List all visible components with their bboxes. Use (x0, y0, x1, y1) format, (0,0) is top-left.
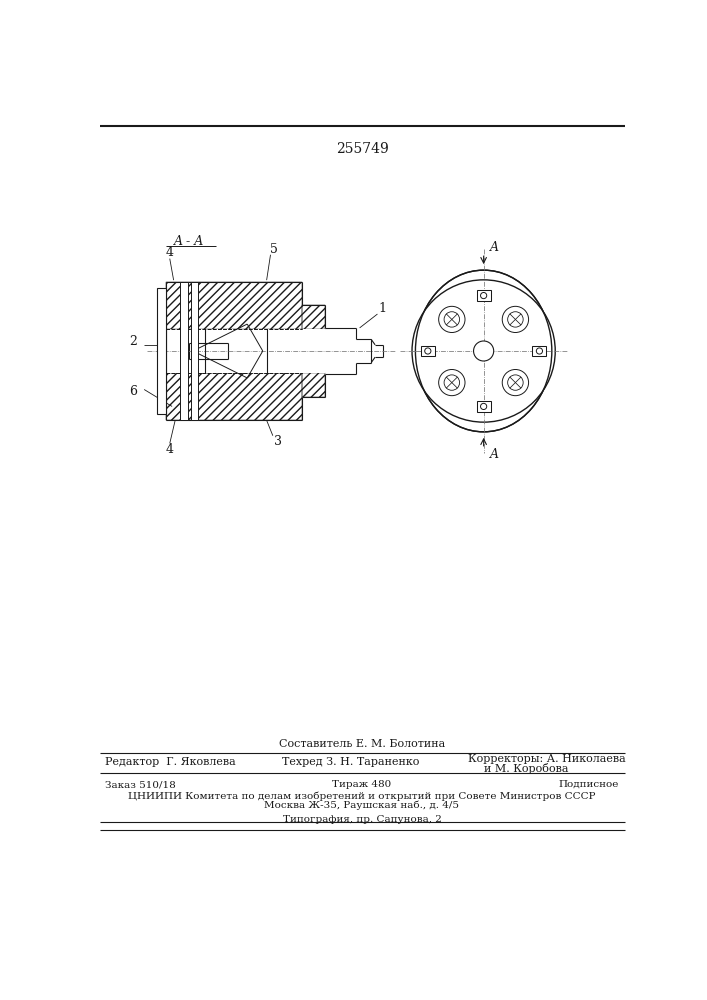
Circle shape (425, 348, 431, 354)
Circle shape (444, 375, 460, 390)
Text: Корректоры: А. Николаева: Корректоры: А. Николаева (468, 754, 626, 764)
Circle shape (537, 348, 542, 354)
Text: 1: 1 (379, 302, 387, 315)
Circle shape (438, 369, 465, 396)
Text: Редактор  Г. Яковлева: Редактор Г. Яковлева (105, 757, 236, 767)
Text: 255749: 255749 (336, 142, 388, 156)
Ellipse shape (416, 270, 552, 432)
Bar (477, 401, 491, 412)
Bar (421, 346, 435, 356)
Text: A: A (490, 448, 499, 461)
Text: Заказ 510/18: Заказ 510/18 (105, 780, 176, 789)
Circle shape (481, 403, 486, 410)
Bar (156, 288, 166, 414)
Text: A - A: A - A (174, 235, 204, 248)
Bar (166, 329, 301, 373)
Text: Тираж 480: Тираж 480 (332, 780, 392, 789)
Text: 2: 2 (129, 335, 137, 348)
Text: 6: 6 (129, 385, 137, 398)
Text: 4: 4 (165, 443, 174, 456)
Text: Москва Ж-35, Раушская наб., д. 4/5: Москва Ж-35, Раушская наб., д. 4/5 (264, 801, 460, 810)
Bar (301, 329, 325, 373)
Circle shape (502, 369, 529, 396)
Text: Составитель Е. М. Болотина: Составитель Е. М. Болотина (279, 739, 445, 749)
Circle shape (474, 341, 493, 361)
Bar (180, 282, 187, 420)
Text: A: A (490, 241, 499, 254)
Text: Подписное: Подписное (559, 780, 619, 789)
Text: 5: 5 (271, 243, 279, 256)
Text: Типография, пр. Сапунова, 2: Типография, пр. Сапунова, 2 (283, 815, 441, 824)
Circle shape (444, 312, 460, 327)
Bar (191, 282, 199, 420)
Text: и М. Коробова: и М. Коробова (484, 763, 568, 774)
Text: ЦНИИПИ Комитета по делам изобретений и открытий при Совете Министров СССР: ЦНИИПИ Комитета по делам изобретений и о… (128, 791, 596, 801)
Circle shape (502, 306, 529, 333)
Text: 4: 4 (165, 246, 174, 259)
Bar (532, 346, 547, 356)
Text: Техред З. Н. Тараненко: Техред З. Н. Тараненко (282, 757, 419, 767)
Circle shape (508, 375, 523, 390)
Circle shape (508, 312, 523, 327)
Circle shape (481, 292, 486, 299)
Bar (477, 290, 491, 301)
Circle shape (438, 306, 465, 333)
Circle shape (412, 280, 555, 422)
Text: 3: 3 (274, 435, 282, 448)
